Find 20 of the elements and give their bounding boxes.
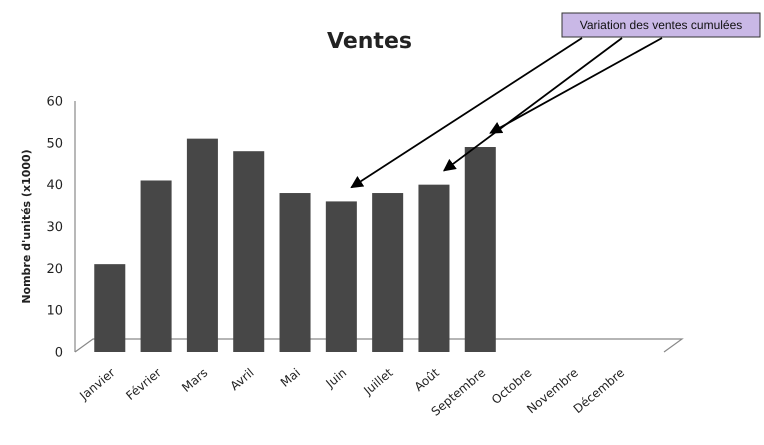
y-tick-label: 60 xyxy=(46,94,63,110)
chart-title: Ventes xyxy=(327,29,412,54)
bar xyxy=(186,138,218,352)
y-tick-label: 30 xyxy=(46,220,63,236)
y-tick-label: 20 xyxy=(46,262,63,277)
y-tick-label: 40 xyxy=(46,178,63,194)
bar xyxy=(464,147,496,352)
bar xyxy=(418,184,450,352)
bar xyxy=(233,151,264,352)
bar xyxy=(372,193,404,352)
y-tick-label: 10 xyxy=(46,304,63,319)
x-tick-label: Mai xyxy=(278,366,303,390)
y-tick-label: 50 xyxy=(46,136,63,152)
bar xyxy=(326,201,357,352)
bar xyxy=(280,193,311,352)
text: Variation des ventes cumulées xyxy=(580,18,742,32)
bar xyxy=(94,264,126,352)
bar xyxy=(140,180,172,352)
y-axis-title: Nombre d'unités (x1000) xyxy=(20,149,33,304)
y-tick-label: 0 xyxy=(54,346,63,361)
